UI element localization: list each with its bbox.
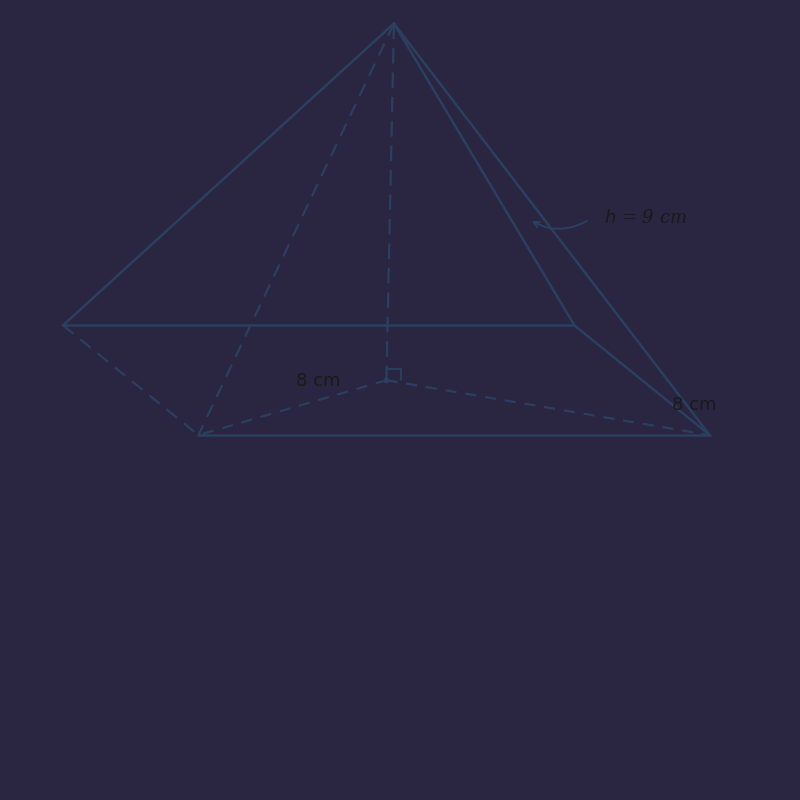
Text: $h$ = 9 cm: $h$ = 9 cm — [605, 209, 687, 227]
Text: 8 cm: 8 cm — [297, 373, 341, 390]
Text: 8 cm: 8 cm — [672, 396, 717, 414]
